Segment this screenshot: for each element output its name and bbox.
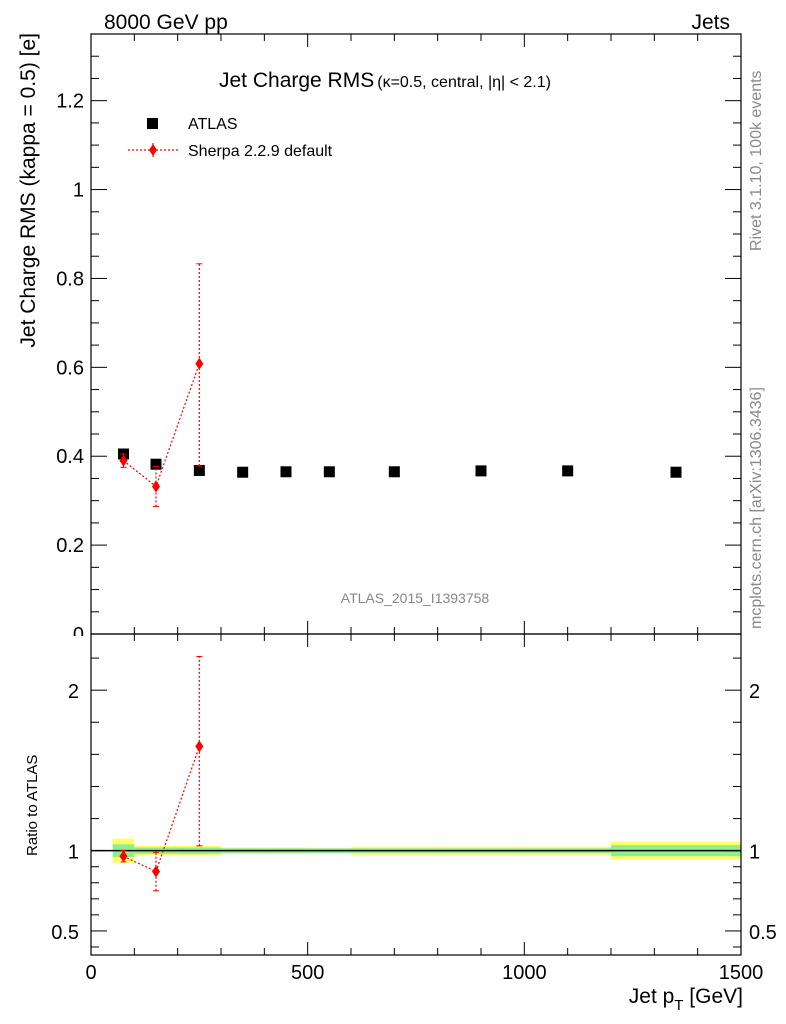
process-label: Jets: [691, 11, 730, 34]
chart-title: Jet Charge RMS (κ=0.5, central, |η| < 2.1…: [219, 69, 551, 92]
mcplots-label: mcplots.cern.ch [arXiv:1306.3436]: [748, 387, 765, 629]
ratio-mc-line: [123, 746, 200, 873]
main-mc-point: [119, 454, 128, 467]
legend-data-marker: [147, 118, 158, 129]
atlas-point: [150, 458, 162, 470]
x-tick-label: 1000: [502, 962, 547, 984]
x-axis-label-main: Jet p: [629, 985, 675, 1008]
ratio-mc-point: [119, 850, 128, 863]
atlas-point: [388, 466, 400, 478]
energy-label: 8000 GeV pp: [104, 11, 228, 34]
x-axis-label-unit: [GeV]: [683, 985, 743, 1008]
ratio-y-tick-label-left: 0.5: [51, 922, 79, 944]
ratio-y-tick-label-left: 2: [68, 681, 79, 703]
atlas-point: [193, 464, 205, 476]
x-tick-label: 1500: [719, 962, 764, 984]
main-y-axis-label: Jet Charge RMS (kappa = 0.5) [e]: [17, 33, 40, 348]
x-axis-label-sub: T: [674, 997, 683, 1014]
atlas-point: [280, 466, 292, 478]
analysis-watermark: ATLAS_2015_I1393758: [341, 590, 490, 606]
x-tick-label: 500: [291, 962, 324, 984]
ratio-y-tick-label-right: 2: [749, 681, 760, 703]
main-mc-point: [195, 357, 204, 370]
title-sub: (κ=0.5, central, |η| < 2.1): [377, 74, 551, 91]
zero-label-mask: [60, 636, 88, 646]
ratio-y-axis-label: Ratio to ATLAS: [24, 755, 41, 856]
rivet-label: Rivet 3.1.10, 100k events: [748, 70, 765, 251]
atlas-point: [323, 466, 335, 478]
main-y-tick-label: 1.2: [56, 91, 84, 113]
atlas-point: [670, 466, 682, 478]
ratio-plot-frame: [90, 633, 742, 956]
legend-mc-label: Sherpa 2.2.9 default: [188, 143, 333, 160]
main-y-tick-label: 0.8: [56, 268, 84, 290]
atlas-point: [475, 465, 487, 477]
ratio-y-tick-label-right: 0.5: [749, 922, 777, 944]
atlas-point: [237, 466, 249, 478]
x-axis-label: Jet pT [GeV]: [629, 985, 743, 1014]
ratio-plot: 0 500 1000 1500 0.5 0.5 1 1 2 2: [51, 633, 777, 984]
main-y-tick-label: 0.2: [56, 535, 84, 557]
main-y-tick-label: 0.4: [56, 446, 84, 468]
main-y-tick-label: 0.6: [56, 357, 84, 379]
ratio-y-tick-label-left: 1: [68, 842, 79, 864]
ratio-y-tick-label-right: 1: [749, 842, 760, 864]
main-plot: 0.2 0.4 0.6 0.8 1 1.2 0: [56, 33, 742, 646]
legend: ATLAS Sherpa 2.2.9 default: [128, 116, 333, 160]
main-mc-point: [152, 480, 160, 493]
legend-mc-marker: [149, 144, 157, 156]
atlas-point: [562, 465, 574, 477]
main-y-tick-label: 1: [73, 180, 84, 202]
ratio-mc-point: [152, 865, 160, 878]
legend-data-label: ATLAS: [188, 116, 238, 133]
title-main: Jet Charge RMS: [219, 69, 374, 92]
main-y-tick-label-zero: 0: [73, 624, 84, 646]
x-tick-label: 0: [85, 962, 96, 984]
ratio-mc-point: [195, 740, 204, 753]
